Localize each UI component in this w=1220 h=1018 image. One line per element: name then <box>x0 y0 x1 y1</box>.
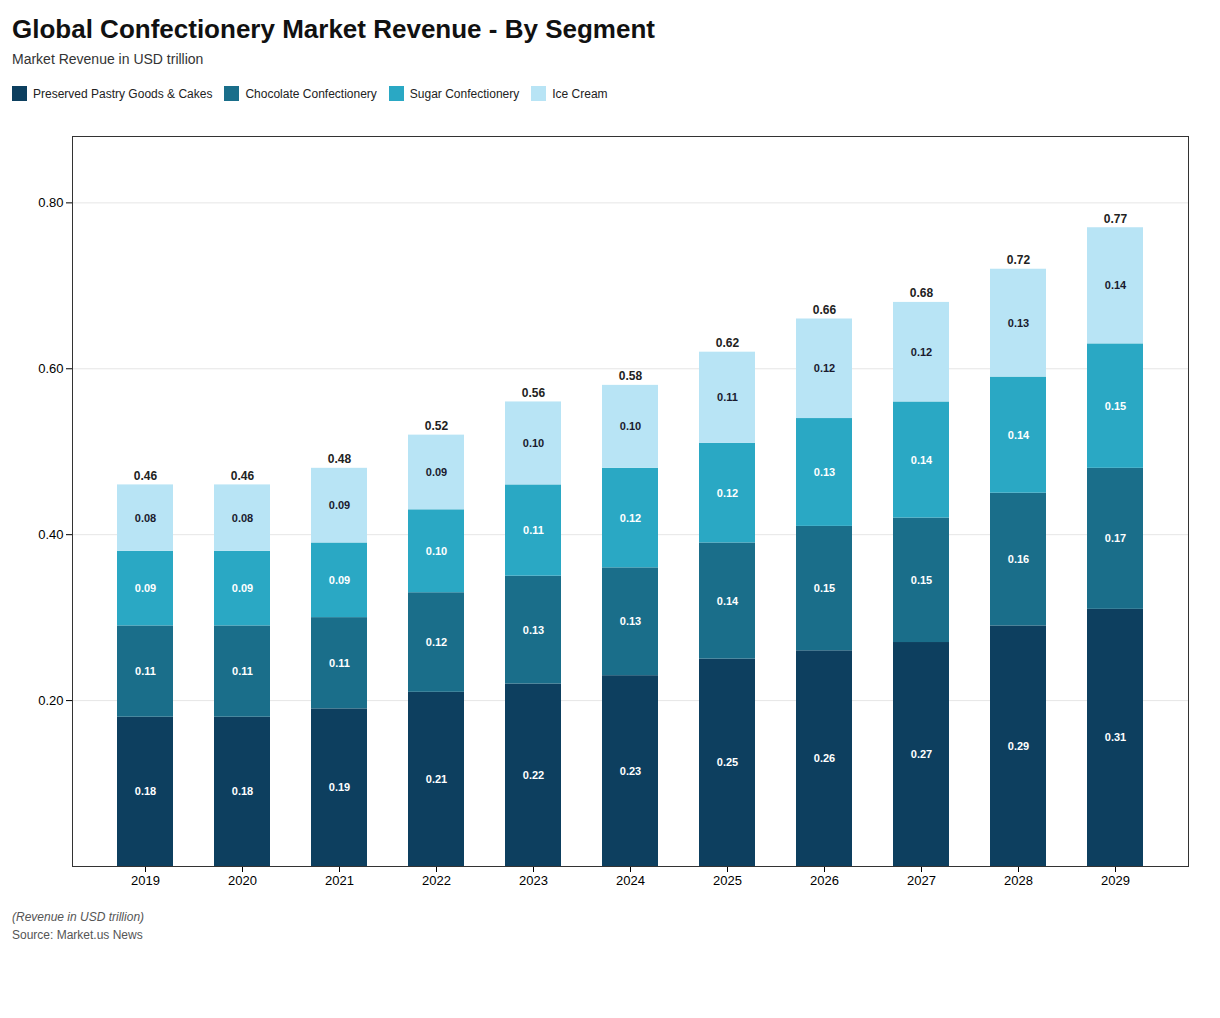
svg-text:0.46: 0.46 <box>134 469 158 483</box>
svg-text:0.09: 0.09 <box>232 582 253 594</box>
svg-text:2025: 2025 <box>713 873 742 888</box>
svg-text:0.09: 0.09 <box>329 574 350 586</box>
svg-text:0.10: 0.10 <box>523 437 544 449</box>
svg-text:0.12: 0.12 <box>717 487 738 499</box>
svg-text:0.12: 0.12 <box>620 512 641 524</box>
html-text:Preserved Pastry Goods & Cakes: Preserved Pastry Goods & Cakes <box>33 86 213 101</box>
svg-text:2024: 2024 <box>616 873 645 888</box>
svg-text:2028: 2028 <box>1004 873 1033 888</box>
svg-text:0.15: 0.15 <box>911 574 932 586</box>
svg-text:0.19: 0.19 <box>329 781 350 793</box>
svg-text:0.17: 0.17 <box>1105 532 1126 544</box>
svg-text:0.10: 0.10 <box>426 545 447 557</box>
svg-text:0.77: 0.77 <box>1104 212 1128 226</box>
svg-text:0.12: 0.12 <box>911 346 932 358</box>
svg-text:0.14: 0.14 <box>717 595 739 607</box>
svg-text:0.11: 0.11 <box>717 391 738 403</box>
svg-text:0.40: 0.40 <box>38 527 63 542</box>
html-text:Global Confectionery Market Re: Global Confectionery Market Revenue - By… <box>12 14 655 44</box>
html-text:(Revenue in USD trillion): (Revenue in USD trillion) <box>12 910 144 924</box>
svg-text:0.66: 0.66 <box>813 303 837 317</box>
svg-text:0.09: 0.09 <box>426 466 447 478</box>
svg-text:0.11: 0.11 <box>135 665 156 677</box>
svg-text:0.09: 0.09 <box>135 582 156 594</box>
svg-text:0.15: 0.15 <box>814 582 835 594</box>
svg-text:0.31: 0.31 <box>1105 731 1126 743</box>
svg-text:0.13: 0.13 <box>523 624 544 636</box>
svg-text:0.12: 0.12 <box>814 362 835 374</box>
svg-text:2020: 2020 <box>228 873 257 888</box>
svg-text:0.18: 0.18 <box>232 785 253 797</box>
svg-text:2027: 2027 <box>907 873 936 888</box>
svg-text:2029: 2029 <box>1101 873 1130 888</box>
svg-text:0.10: 0.10 <box>620 420 641 432</box>
svg-text:0.09: 0.09 <box>329 499 350 511</box>
svg-text:0.08: 0.08 <box>135 512 156 524</box>
svg-text:0.25: 0.25 <box>717 756 738 768</box>
svg-text:0.11: 0.11 <box>523 524 544 536</box>
svg-text:0.14: 0.14 <box>1105 279 1127 291</box>
svg-text:0.11: 0.11 <box>329 657 350 669</box>
svg-text:0.13: 0.13 <box>620 615 641 627</box>
html-text:Chocolate Confectionery: Chocolate Confectionery <box>245 86 377 101</box>
svg-text:2023: 2023 <box>519 873 548 888</box>
svg-text:2021: 2021 <box>325 873 354 888</box>
html-text:Sugar Confectionery: Sugar Confectionery <box>409 86 520 101</box>
svg-text:0.11: 0.11 <box>232 665 253 677</box>
svg-text:0.16: 0.16 <box>1008 553 1029 565</box>
html-text:Source: Market.us News: Source: Market.us News <box>12 928 143 942</box>
svg-text:2019: 2019 <box>131 873 160 888</box>
svg-text:0.60: 0.60 <box>38 361 63 376</box>
svg-text:0.56: 0.56 <box>522 386 546 400</box>
svg-text:0.13: 0.13 <box>1008 317 1029 329</box>
svg-text:0.18: 0.18 <box>135 785 156 797</box>
svg-text:2022: 2022 <box>422 873 451 888</box>
svg-text:0.14: 0.14 <box>1008 429 1030 441</box>
svg-text:0.52: 0.52 <box>425 419 449 433</box>
svg-text:2026: 2026 <box>810 873 839 888</box>
svg-text:0.48: 0.48 <box>328 452 352 466</box>
svg-text:0.29: 0.29 <box>1008 740 1029 752</box>
svg-text:0.62: 0.62 <box>716 336 740 350</box>
svg-text:0.15: 0.15 <box>1105 400 1126 412</box>
svg-text:0.27: 0.27 <box>911 748 932 760</box>
html-text:Ice Cream: Ice Cream <box>552 86 608 101</box>
svg-text:0.68: 0.68 <box>910 286 934 300</box>
svg-text:0.12: 0.12 <box>426 636 447 648</box>
svg-text:0.46: 0.46 <box>231 469 255 483</box>
svg-text:0.72: 0.72 <box>1007 253 1031 267</box>
svg-text:0.23: 0.23 <box>620 765 641 777</box>
svg-text:0.13: 0.13 <box>814 466 835 478</box>
svg-text:0.21: 0.21 <box>426 773 447 785</box>
svg-text:0.80: 0.80 <box>38 195 63 210</box>
svg-text:0.26: 0.26 <box>814 752 835 764</box>
html-text:Market Revenue in USD trillion: Market Revenue in USD trillion <box>12 51 204 67</box>
svg-text:0.08: 0.08 <box>232 512 253 524</box>
svg-text:0.20: 0.20 <box>38 693 63 708</box>
svg-text:0.14: 0.14 <box>911 454 933 466</box>
svg-text:0.22: 0.22 <box>523 769 544 781</box>
svg-text:0.58: 0.58 <box>619 369 643 383</box>
